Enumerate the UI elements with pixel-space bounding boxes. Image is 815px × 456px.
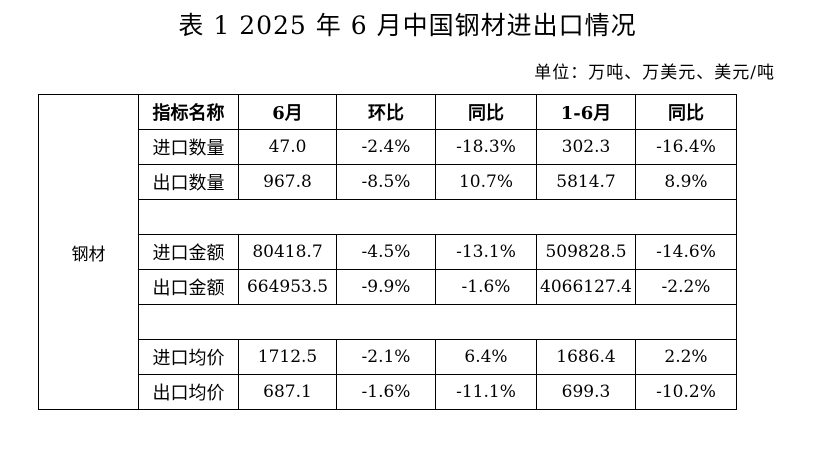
- cell-month: 687.1: [238, 374, 337, 410]
- header-month: 6月: [238, 94, 337, 130]
- row-label: 出口均价: [138, 374, 239, 410]
- category-cell: 钢材: [38, 94, 139, 410]
- row-label: 进口金额: [138, 234, 239, 270]
- cell-ytd-yoy: 2.2%: [635, 339, 737, 375]
- header-row: 钢材 指标名称 6月 环比 同比 1-6月 同比: [38, 94, 737, 410]
- cell-ytd-yoy: -16.4%: [635, 129, 737, 165]
- cell-ytd-yoy: -10.2%: [635, 374, 737, 410]
- header-mom: 环比: [336, 94, 436, 130]
- cell-yoy: -11.1%: [435, 374, 537, 410]
- steel-trade-table: 钢材 指标名称 6月 环比 同比 1-6月 同比 进口数量 47.0 -2.4%…: [38, 94, 737, 410]
- table-title: 表 1 2025 年 6 月中国钢材进出口情况: [178, 11, 637, 40]
- cell-ytd-yoy: -14.6%: [635, 234, 737, 270]
- cell-ytd: 699.3: [536, 374, 636, 410]
- spacer-row: [39, 199, 737, 235]
- row-label: 进口数量: [138, 129, 239, 165]
- cell-yoy: 6.4%: [435, 339, 537, 375]
- cell-ytd: 4066127.4: [536, 269, 636, 305]
- cell-ytd-yoy: 8.9%: [635, 164, 737, 200]
- row-label: 出口金额: [138, 269, 239, 305]
- header-ytd-yoy: 同比: [635, 94, 737, 130]
- cell-mom: -8.5%: [336, 164, 436, 200]
- table-row: 进口均价 1712.5 -2.1% 6.4% 1686.4 2.2%: [39, 339, 737, 375]
- cell-mom: -1.6%: [336, 374, 436, 410]
- table-row: 进口数量 47.0 -2.4% -18.3% 302.3 -16.4%: [39, 129, 737, 165]
- cell-ytd: 5814.7: [536, 164, 636, 200]
- spacer-cell: [138, 304, 737, 340]
- cell-ytd-yoy: -2.2%: [635, 269, 737, 305]
- cell-yoy: -1.6%: [435, 269, 537, 305]
- table-row: 出口均价 687.1 -1.6% -11.1% 699.3 -10.2%: [39, 374, 737, 410]
- cell-mom: -4.5%: [336, 234, 436, 270]
- cell-month: 967.8: [238, 164, 337, 200]
- header-yoy: 同比: [435, 94, 537, 130]
- header-indicator: 指标名称: [138, 94, 239, 130]
- cell-month: 80418.7: [238, 234, 337, 270]
- table-row: 出口金额 664953.5 -9.9% -1.6% 4066127.4 -2.2…: [39, 269, 737, 305]
- cell-month: 1712.5: [238, 339, 337, 375]
- cell-mom: -2.1%: [336, 339, 436, 375]
- cell-yoy: 10.7%: [435, 164, 537, 200]
- header-ytd: 1-6月: [536, 94, 636, 130]
- cell-ytd: 509828.5: [536, 234, 636, 270]
- cell-yoy: -13.1%: [435, 234, 537, 270]
- row-label: 进口均价: [138, 339, 239, 375]
- cell-ytd: 302.3: [536, 129, 636, 165]
- spacer-row: [39, 304, 737, 340]
- table-row: 出口数量 967.8 -8.5% 10.7% 5814.7 8.9%: [39, 164, 737, 200]
- table-row: 进口金额 80418.7 -4.5% -13.1% 509828.5 -14.6…: [39, 234, 737, 270]
- cell-month: 664953.5: [238, 269, 337, 305]
- cell-month: 47.0: [238, 129, 337, 165]
- cell-mom: -2.4%: [336, 129, 436, 165]
- cell-mom: -9.9%: [336, 269, 436, 305]
- cell-yoy: -18.3%: [435, 129, 537, 165]
- cell-ytd: 1686.4: [536, 339, 636, 375]
- unit-note: 单位：万吨、万美元、美元/吨: [534, 63, 775, 83]
- row-label: 出口数量: [138, 164, 239, 200]
- spacer-cell: [138, 199, 737, 235]
